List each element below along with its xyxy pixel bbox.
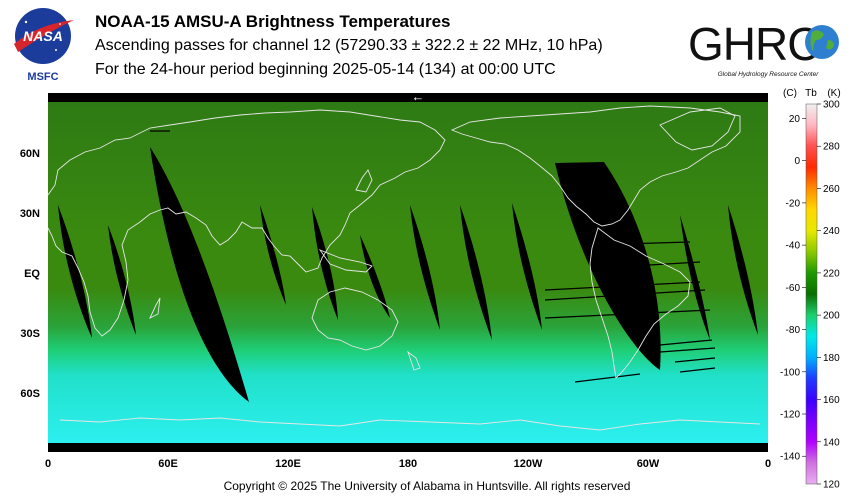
ghrc-logo: GHRC Global Hydrology Resource Center (688, 18, 839, 78)
kelvin-tick-label: 300 (823, 100, 840, 111)
celsius-tick-label: 20 (789, 114, 801, 125)
kelvin-tick-label: 200 (823, 311, 840, 322)
swath-gap-wide (150, 147, 249, 402)
coast-madagascar (149, 297, 161, 319)
lat-label-30s: 30S (20, 328, 40, 340)
kelvin-tick-label: 220 (823, 268, 840, 279)
lat-label-30n: 30N (20, 208, 40, 220)
kelvin-tick-label: 180 (823, 353, 840, 364)
kelvin-tick-label: 120 (823, 480, 840, 491)
coast-greenland (659, 107, 736, 151)
period-subtitle: For the 24-hour period beginning 2025-05… (95, 61, 556, 78)
coast-australia (311, 287, 399, 351)
page-title: NOAA-15 AMSU-A Brightness Temperatures (95, 12, 451, 31)
swath-gap-americas (555, 162, 661, 370)
kelvin-tick-label: 240 (823, 226, 840, 237)
msfc-text: MSFC (27, 71, 58, 83)
celsius-tick-label: -60 (786, 283, 801, 294)
colorbar-bar (805, 103, 818, 485)
kelvin-tick-label: 160 (823, 395, 840, 406)
celsius-tick-label: -140 (780, 452, 800, 463)
lon-label-0-right: 0 (765, 458, 771, 470)
nasa-logo-swoosh (14, 20, 74, 52)
globe-icon (805, 25, 839, 59)
coast-indonesia (318, 249, 373, 273)
celsius-tick-label: -100 (780, 367, 800, 378)
latitude-labels: 60N 30N EQ 30S 60S (20, 148, 41, 400)
swath-gaps (58, 147, 758, 402)
lon-label-60e: 60E (158, 458, 178, 470)
brightness-temperature-map: ← 60N 30N EQ 30S 60S 0 60E 120E 180 120W… (20, 89, 771, 470)
colorbar-header-tb: Tb (805, 88, 817, 99)
nasa-logo: NASA MSFC (14, 8, 74, 83)
coast-north-america (450, 105, 741, 227)
coast-eurasia-africa (47, 109, 446, 337)
kelvin-tick-label: 140 (823, 437, 840, 448)
kelvin-tick-label: 280 (823, 142, 840, 153)
colorbar-header-k: (K) (827, 88, 840, 99)
coast-antarctica (59, 417, 761, 431)
colorbar: (C) Tb (K) 200-20-40-60-80-100-120-140 3… (780, 88, 841, 491)
celsius-tick-label: -20 (786, 198, 801, 209)
coastlines (47, 105, 761, 431)
swath-streaks (150, 130, 716, 383)
lon-label-180: 180 (399, 458, 417, 470)
celsius-tick-label: 0 (794, 156, 800, 167)
coast-new-zealand (407, 350, 421, 371)
celsius-tick-label: -80 (786, 325, 801, 336)
channel-subtitle: Ascending passes for channel 12 (57290.3… (95, 37, 603, 54)
celsius-tick-label: -40 (786, 241, 801, 252)
lat-label-60n: 60N (20, 148, 40, 160)
pass-direction-arrow: ← (412, 89, 425, 104)
temperature-field (48, 101, 768, 443)
colorbar-celsius-ticks: 20 0 -20 -40 -60 -80 -100 -120 -140 (780, 114, 806, 463)
colorbar-header-c: (C) (783, 88, 797, 99)
ghrc-logo-text: GHRC (688, 18, 819, 70)
copyright-notice: Copyright © 2025 The University of Alaba… (223, 479, 631, 493)
north-nodata-band (48, 93, 768, 102)
kelvin-tick-label: 260 (823, 184, 840, 195)
lon-label-0-left: 0 (45, 458, 51, 470)
colorbar-kelvin-ticks: 300 280 260 240 220 200 180 160 140 120 (817, 100, 840, 491)
south-nodata-band (48, 443, 768, 452)
longitude-labels: 0 60E 120E 180 120W 60W 0 (45, 458, 771, 470)
nasa-logo-text: NASA (23, 28, 63, 44)
coast-japan (355, 169, 373, 193)
coast-south-america (589, 227, 691, 379)
ghrc-caption: Global Hydrology Resource Center (718, 71, 820, 78)
lat-label-eq: EQ (24, 268, 40, 280)
celsius-tick-label: -120 (780, 410, 800, 421)
lon-label-120e: 120E (275, 458, 301, 470)
lon-label-60w: 60W (637, 458, 660, 470)
lat-label-60s: 60S (20, 388, 40, 400)
lon-label-120w: 120W (514, 458, 543, 470)
